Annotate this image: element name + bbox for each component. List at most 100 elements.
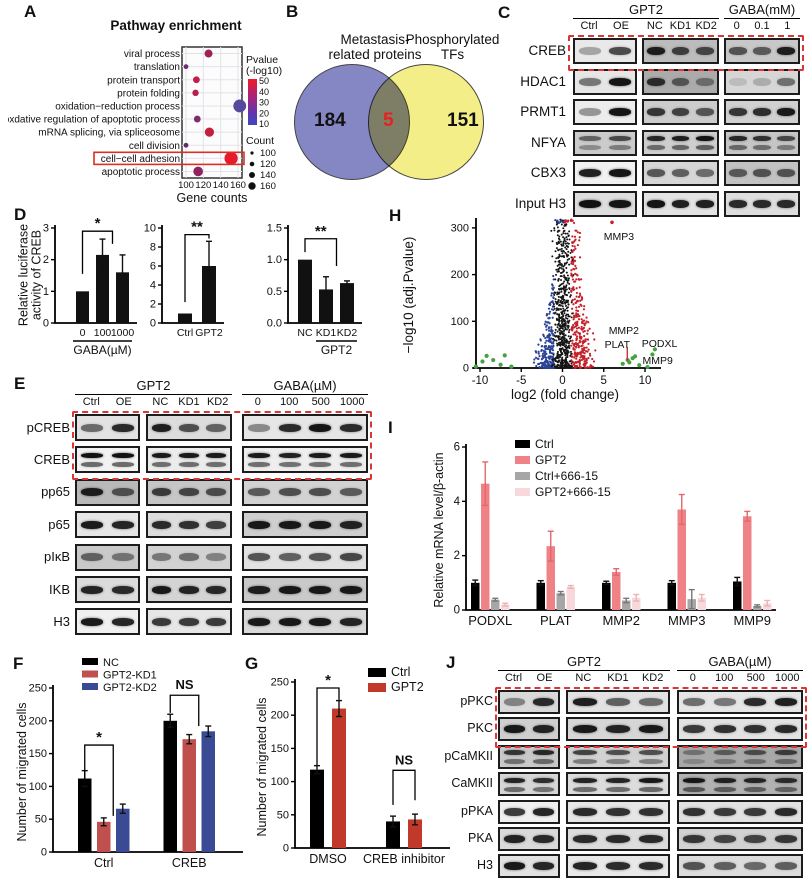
bar xyxy=(697,597,706,610)
blot-band xyxy=(579,145,601,151)
scatter-points xyxy=(473,218,657,370)
blot-band xyxy=(151,585,172,594)
blot-lane-label: NC xyxy=(575,672,592,684)
blot-box xyxy=(642,38,719,64)
blot-band xyxy=(671,169,690,178)
blot-band xyxy=(606,777,630,783)
blot-box xyxy=(75,511,140,539)
sub-axis-label: GPT2 xyxy=(321,343,353,357)
dotplot-point xyxy=(233,99,247,113)
blot-band xyxy=(753,145,771,151)
blot-box xyxy=(146,446,232,474)
blot-lane-label: KD1 xyxy=(607,672,629,684)
y-axis-label: Number of migrated cells xyxy=(15,703,29,842)
blot-box xyxy=(146,576,232,603)
blot-band xyxy=(248,453,271,459)
sig-bracket xyxy=(184,234,210,303)
blot-band xyxy=(179,520,199,529)
blot-box xyxy=(566,744,670,769)
bars xyxy=(310,699,422,848)
blot-group-title: GABA(µM) xyxy=(242,378,368,395)
blot-band xyxy=(533,725,554,734)
dotplot-point xyxy=(183,64,189,70)
blot-box xyxy=(642,160,719,187)
blot-band xyxy=(647,169,665,178)
blot-lane-label: 0 xyxy=(689,672,696,684)
blot-band xyxy=(753,169,771,178)
svg-text:0: 0 xyxy=(454,605,460,617)
bar xyxy=(481,483,490,610)
blot-band xyxy=(683,807,706,816)
dotplot-point xyxy=(204,49,213,58)
svg-text:3: 3 xyxy=(43,223,49,235)
svg-text:0: 0 xyxy=(150,318,156,330)
blot-band xyxy=(713,750,736,756)
blot-band xyxy=(774,698,797,706)
blot-band xyxy=(111,453,134,459)
blot-box xyxy=(498,690,560,714)
bar xyxy=(78,778,92,852)
svg-text:250: 250 xyxy=(29,683,47,695)
dotplot-category-label: protein transport xyxy=(107,75,180,86)
svg-text:0.5: 0.5 xyxy=(267,286,282,298)
legend-label: NC xyxy=(103,657,119,669)
x-axis-label: log2 (fold change) xyxy=(511,387,619,402)
venn-overlap-count: 5 xyxy=(383,110,394,131)
bar xyxy=(163,720,177,852)
venn-right-circle xyxy=(368,64,484,180)
blot-band xyxy=(206,585,227,594)
blot-band xyxy=(151,453,172,459)
blot-band xyxy=(696,108,714,117)
legend-swatch xyxy=(515,488,530,496)
blot-band xyxy=(533,750,554,756)
blot-band xyxy=(713,807,736,816)
blot-band xyxy=(81,453,104,459)
blot-band xyxy=(696,200,714,208)
blot-band xyxy=(774,725,797,734)
blot-band xyxy=(572,862,597,871)
blot-band xyxy=(774,750,797,756)
bar xyxy=(602,582,611,610)
blot-band xyxy=(206,423,227,432)
sig-label: ** xyxy=(315,223,327,240)
blot-band xyxy=(744,777,767,783)
bar xyxy=(501,604,510,610)
axis: 0 50 100 150 200 250 xyxy=(29,683,243,859)
dotplot-category-label: cell division xyxy=(129,141,180,152)
blot-box xyxy=(75,608,140,636)
svg-text:0: 0 xyxy=(283,843,289,855)
blot-band xyxy=(753,200,771,208)
blot-row-label: p65 xyxy=(48,516,70,532)
blot-band xyxy=(309,462,332,468)
blot-box xyxy=(498,744,560,769)
blot-band xyxy=(151,553,172,562)
svg-text:160: 160 xyxy=(260,181,276,192)
gene-label: MMP3 xyxy=(604,231,634,243)
blot-lane-label: KD1 xyxy=(178,396,200,408)
svg-text:10: 10 xyxy=(259,119,269,129)
panel-f-letter: F xyxy=(13,654,24,673)
blot-row-label: CREB xyxy=(33,451,70,467)
dotplot-xlabel: Gene counts xyxy=(177,191,248,205)
y-axis-label: Relative luciferaseactivity of CREB xyxy=(17,224,44,326)
svg-text:0: 0 xyxy=(559,375,565,387)
axis: 0 50 100 150 200 250 xyxy=(271,677,450,855)
sig-label: * xyxy=(95,215,101,232)
svg-text:Count: Count xyxy=(246,135,274,147)
blot-band xyxy=(81,617,104,626)
blot-band xyxy=(179,553,199,562)
svg-text:140: 140 xyxy=(213,180,229,191)
blot-band xyxy=(606,698,630,706)
blot-group-title: GPT2 xyxy=(498,654,670,671)
blot-band xyxy=(753,77,771,86)
blot-band xyxy=(606,759,630,765)
bar-label: GPT2 xyxy=(195,327,223,339)
bar xyxy=(733,581,742,610)
blot-band xyxy=(339,423,362,432)
sig-bracket xyxy=(392,769,416,805)
blot-band xyxy=(151,488,172,497)
blot-band xyxy=(729,169,747,178)
blot-band xyxy=(713,759,736,765)
blot-band xyxy=(248,585,271,594)
